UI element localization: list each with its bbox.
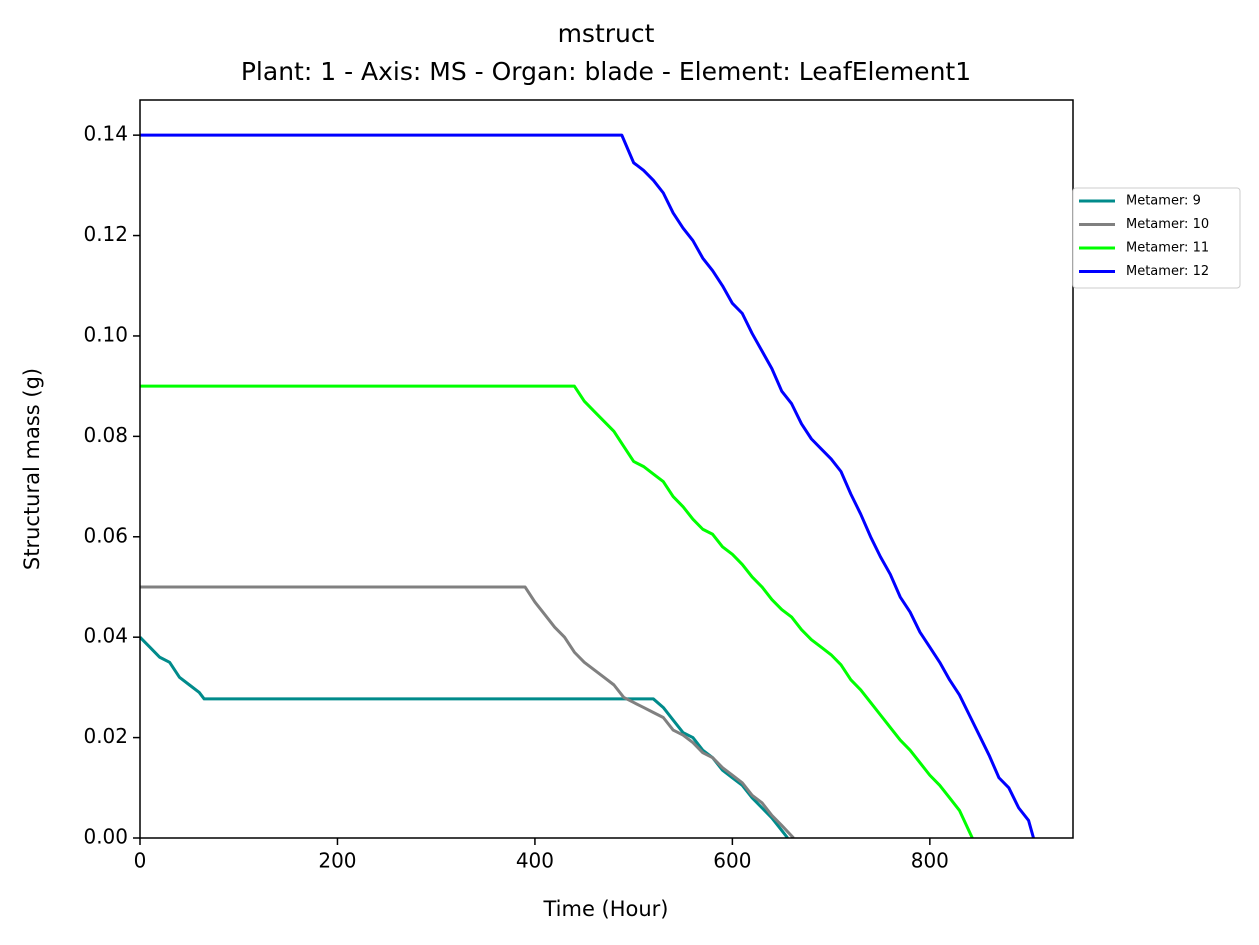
- legend-label: Metamer: 11: [1126, 241, 1209, 256]
- chart-subtitle: Plant: 1 - Axis: MS - Organ: blade - Ele…: [241, 57, 971, 86]
- y-tick-label: 0.06: [83, 523, 128, 547]
- series-line: [140, 636, 789, 838]
- y-tick-label: 0.04: [83, 624, 128, 648]
- series-line: [140, 133, 1035, 838]
- x-tick-label: 400: [516, 849, 554, 873]
- y-tick-label: 0.14: [83, 122, 128, 146]
- plot-frame: [139, 99, 1074, 839]
- legend-label: Metamer: 9: [1126, 194, 1201, 209]
- legend-label: Metamer: 12: [1126, 264, 1209, 279]
- x-tick-label: 0: [134, 849, 147, 873]
- series-line: [140, 585, 795, 838]
- y-tick-label: 0.08: [83, 423, 128, 447]
- y-tick-label: 0.12: [83, 222, 128, 246]
- series-line: [140, 384, 974, 838]
- x-tick-label: 200: [318, 849, 356, 873]
- chart-title: mstruct: [558, 19, 655, 48]
- legend-label: Metamer: 10: [1126, 217, 1209, 232]
- y-tick-label: 0.10: [83, 322, 128, 346]
- x-tick-label: 600: [713, 849, 751, 873]
- legend-box: [1072, 187, 1241, 289]
- x-tick-label: 800: [911, 849, 949, 873]
- y-tick-label: 0.00: [83, 825, 128, 849]
- y-tick-label: 0.02: [83, 724, 128, 748]
- x-axis-label: Time (Hour): [542, 897, 668, 921]
- y-axis-label: Structural mass (g): [20, 368, 44, 570]
